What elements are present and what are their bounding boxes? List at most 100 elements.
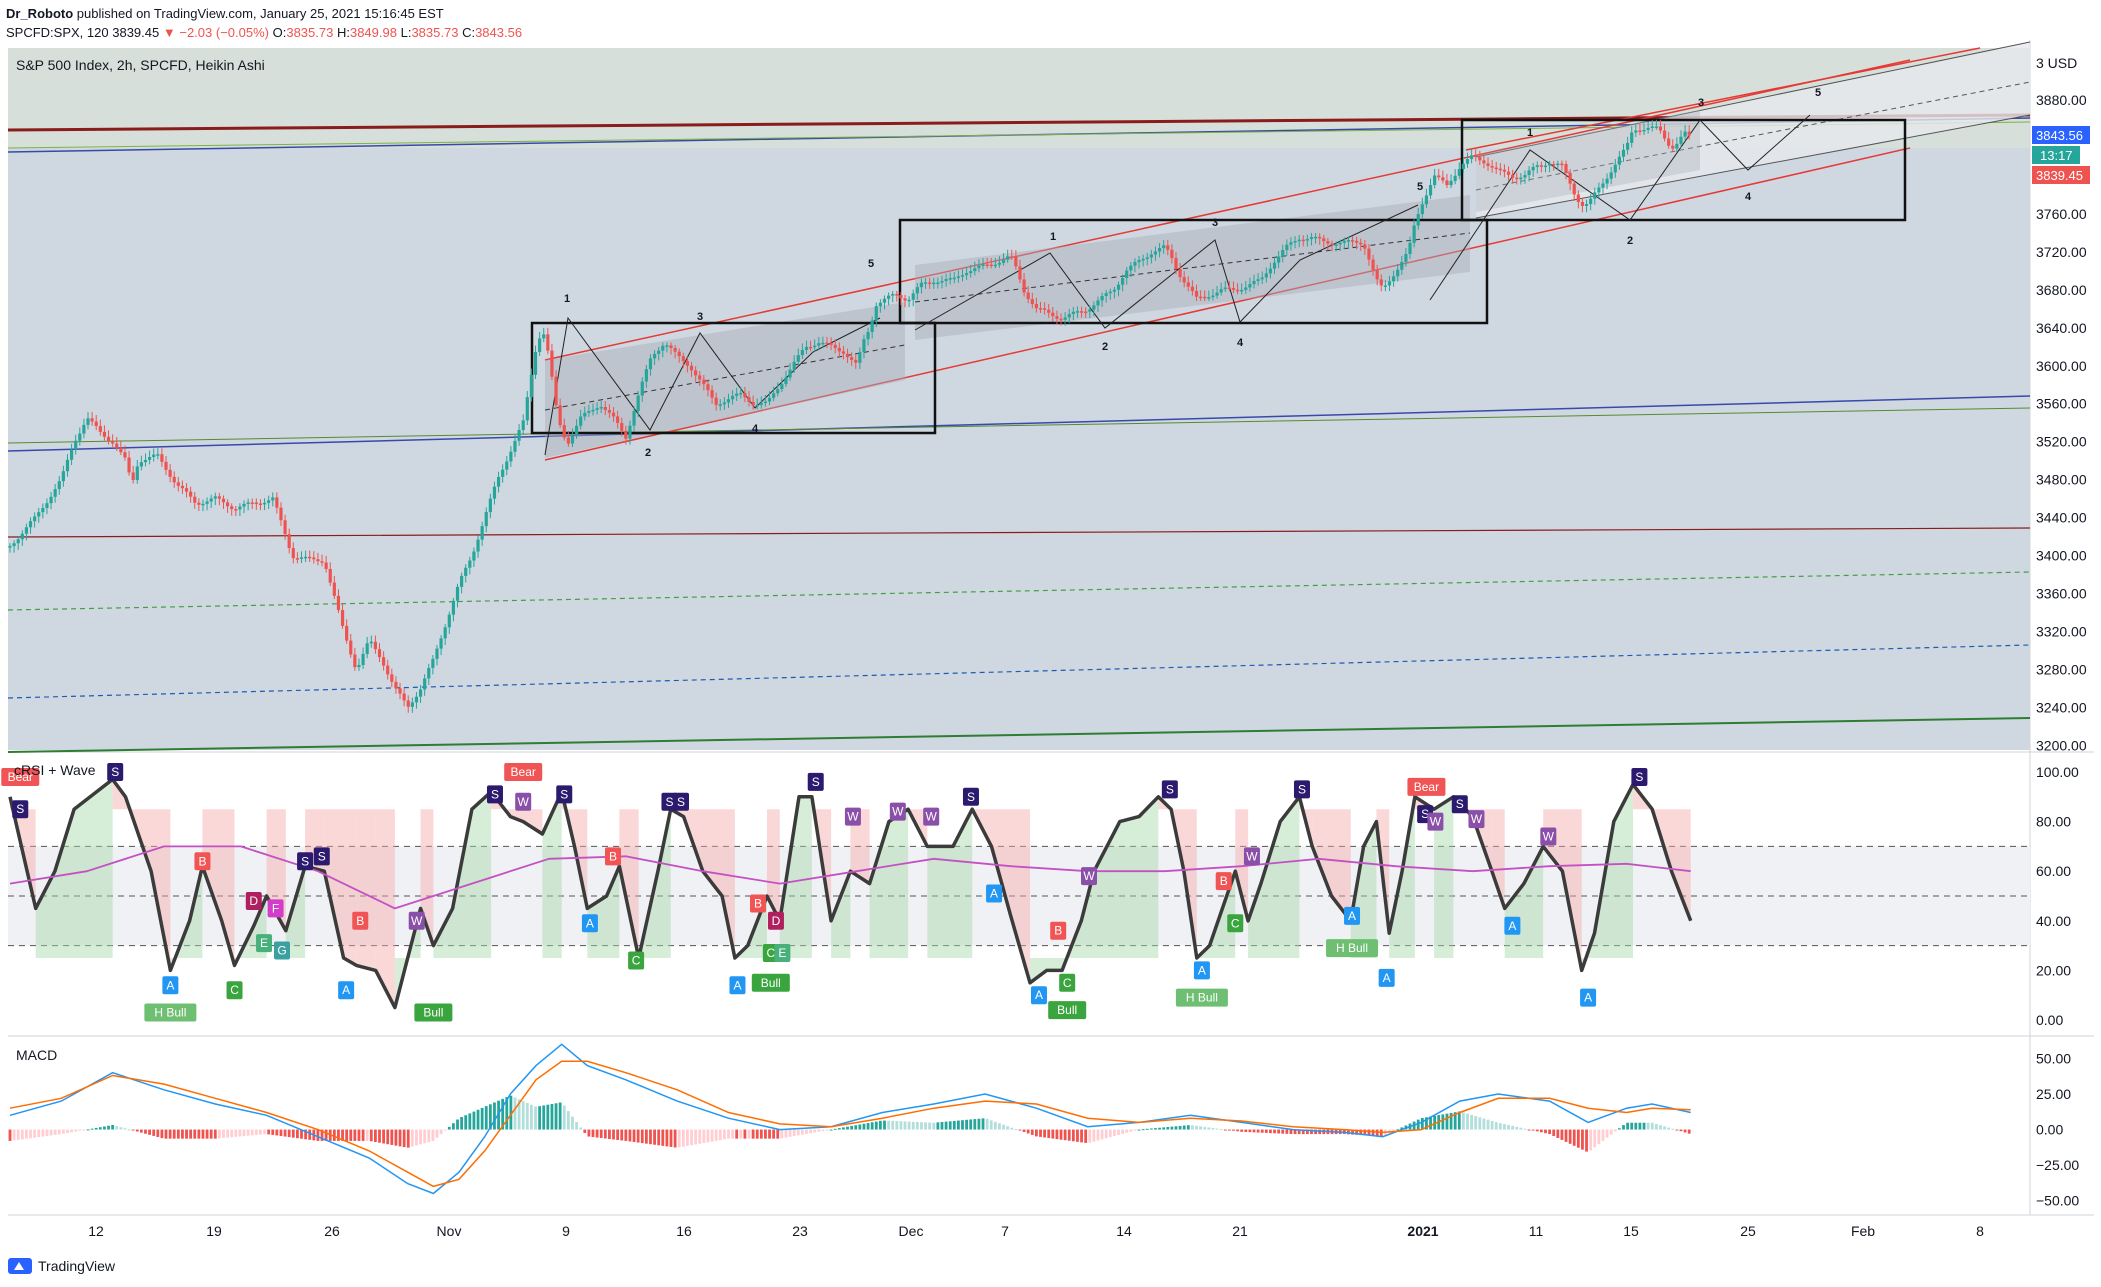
- candle-body: [628, 425, 632, 439]
- candle-body: [915, 287, 919, 294]
- macd-hist-bar: [579, 1127, 583, 1130]
- candle-body: [718, 404, 722, 406]
- footer[interactable]: TradingView: [8, 1258, 115, 1274]
- candle-body: [1297, 239, 1301, 242]
- macd-hist-bar: [887, 1120, 890, 1130]
- macd-hist-bar: [649, 1129, 652, 1145]
- price-tick-15: 3280.00: [2036, 661, 2087, 677]
- macd-hist-bar: [361, 1129, 365, 1141]
- candle-body: [53, 489, 57, 497]
- price-tick-11: 3440.00: [2036, 510, 2087, 526]
- time-tick-9: 14: [1116, 1223, 1132, 1239]
- candle-body: [574, 425, 579, 436]
- green-trendline-lower[interactable]: [7, 407, 2031, 444]
- macd-hist-bar: [1552, 1129, 1556, 1137]
- macd-hist-bar: [61, 1129, 65, 1134]
- macd-hist-bar: [1548, 1129, 1551, 1135]
- crsi-zone-fill: [452, 809, 472, 958]
- signal-badge-bg: [256, 934, 273, 953]
- currency-label[interactable]: 3 USD: [2036, 55, 2077, 71]
- candle-body: [1001, 259, 1006, 263]
- macd-hist-bar: [1121, 1129, 1125, 1134]
- red-support-line[interactable]: [7, 527, 2031, 538]
- macd-hist-bar: [271, 1129, 275, 1135]
- macd-legend[interactable]: MACD: [16, 1047, 57, 1063]
- price-tick-3: 3760.00: [2036, 206, 2087, 222]
- macd-hist-bar: [1482, 1118, 1486, 1130]
- candle-body: [837, 347, 841, 352]
- red-channel-upper[interactable]: [544, 59, 1911, 361]
- macd-hist-bar: [989, 1120, 993, 1130]
- macd-hist-bar: [406, 1129, 410, 1148]
- candle-body: [1675, 143, 1679, 149]
- blue-dashed-line[interactable]: [7, 644, 2031, 699]
- signal-badge-a: A: [1348, 909, 1356, 923]
- main-price-axis[interactable]: 3880.003840.003800.003760.003720.003680.…: [2036, 92, 2087, 753]
- blue-trendline-lower[interactable]: [7, 395, 2031, 452]
- macd-hist-bar: [1223, 1129, 1227, 1131]
- macd-hist-bar: [139, 1129, 143, 1133]
- dec-box[interactable]: [898, 218, 1489, 325]
- macd-hist-bar: [382, 1129, 386, 1144]
- grey-channel-mid[interactable]: [1475, 81, 2031, 191]
- signal-badge-bg: [515, 792, 532, 811]
- candle-body: [932, 282, 936, 285]
- macd-hist-bar: [558, 1102, 562, 1130]
- macd-hist-bar: [961, 1120, 964, 1130]
- crsi-zone-fill: [324, 809, 344, 958]
- candle-body: [1350, 240, 1355, 242]
- candle-body: [1482, 160, 1486, 164]
- macd-hist-bar: [181, 1129, 184, 1139]
- candle-body: [948, 278, 952, 280]
- candle-body: [833, 344, 837, 348]
- macd-hist-bar: [858, 1124, 862, 1130]
- macd-hist-bar: [821, 1129, 825, 1132]
- signal-badge-c: C: [1063, 976, 1072, 990]
- time-axis[interactable]: 12 19 26 Nov 9 16 23 Dec 7 14 21 2021 11 15 25 Feb 8: [88, 1223, 1984, 1239]
- macd-hist-bar: [722, 1129, 726, 1140]
- candle-body: [250, 502, 254, 504]
- macd-axis[interactable]: 50.00 25.00 0.00 −25.00 −50.00: [2036, 1050, 2079, 1208]
- crsi-axis[interactable]: 100.00 80.00 60.00 40.00 20.00 0.00: [2036, 764, 2079, 1028]
- last-price: 3839.45: [112, 25, 160, 40]
- macd-hist-bar: [1149, 1128, 1153, 1130]
- crsi-zone-fill: [1260, 821, 1281, 958]
- candle-body: [1059, 318, 1063, 321]
- crsi-zone-fill: [888, 809, 909, 958]
- macd-hist-bar: [1301, 1129, 1305, 1135]
- candle-body: [808, 346, 813, 349]
- red-channel-lower[interactable]: [544, 147, 1911, 461]
- signal-badge-a: A: [1035, 988, 1043, 1002]
- green-dashed-line[interactable]: [7, 571, 2031, 611]
- macd-hist-bar: [768, 1129, 771, 1139]
- wave-label-dec-2: 2: [1102, 341, 1108, 353]
- macd-hist-bar: [1593, 1129, 1597, 1148]
- macd-hist-bar: [661, 1129, 665, 1146]
- macd-hist-bar: [295, 1129, 299, 1139]
- crsi-zone-fill: [1081, 871, 1095, 958]
- signal-badge-a: A: [166, 978, 174, 992]
- candle-body: [722, 402, 726, 405]
- jan-box[interactable]: [1460, 118, 1907, 222]
- wave-label-jan-2: 2: [1627, 235, 1633, 247]
- macd-hist-bar: [66, 1129, 69, 1134]
- macd-hist-bar: [378, 1129, 381, 1143]
- macd-hist-bar: [788, 1129, 792, 1137]
- signal-badge-bg: [486, 785, 503, 804]
- macd-hist-bar: [542, 1105, 546, 1130]
- macd-hist-bar: [1158, 1127, 1161, 1130]
- crsi-zone-fill: [574, 809, 588, 909]
- macd-hist-bar: [1035, 1129, 1038, 1137]
- candle-body: [533, 351, 538, 375]
- crsi-legend[interactable]: cRSI + Wave: [14, 762, 96, 778]
- grey-channel-bottom[interactable]: [1475, 114, 2031, 219]
- main-legend[interactable]: S&P 500 Index, 2h, SPCFD, Heikin Ashi: [16, 57, 265, 73]
- macd-hist-bar: [337, 1129, 340, 1141]
- grey-channel-top[interactable]: [1475, 41, 2031, 158]
- signal-badge-w: W: [1430, 815, 1442, 829]
- macd-hist-bar: [1215, 1128, 1219, 1130]
- red-channel-top[interactable]: [1465, 47, 1981, 151]
- candle-body: [423, 678, 427, 690]
- green-bottom-line[interactable]: [7, 717, 2031, 753]
